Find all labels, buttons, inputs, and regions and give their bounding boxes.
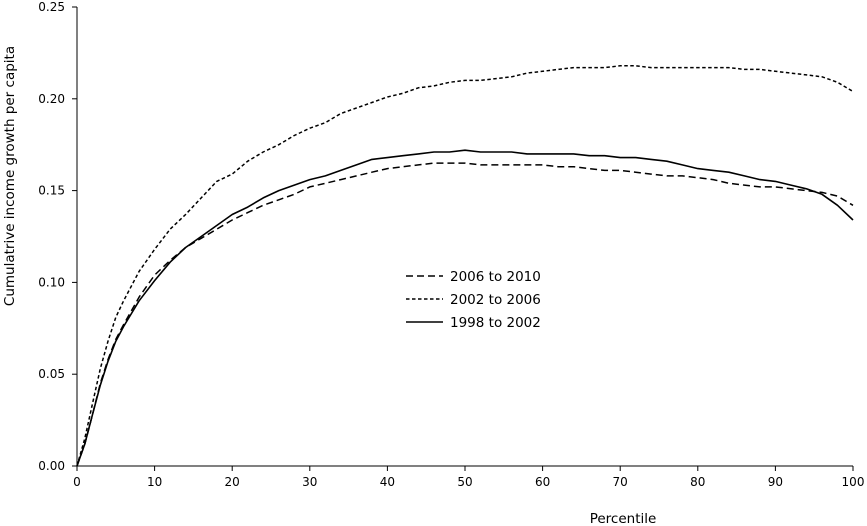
axes [76,7,853,467]
series-line-1 [76,162,854,467]
x-axis-ticks: 0 10 20 30 40 50 60 70 80 90 100 [73,466,864,489]
x-tick-label: 50 [457,475,472,489]
x-tick-label: 40 [380,475,395,489]
x-tick-label: 80 [690,475,705,489]
series-line-2 [76,65,854,467]
x-tick-label: 10 [147,475,162,489]
x-tick-label: 100 [842,475,865,489]
y-axis-ticks: 0.00 0.05 0.10 0.15 0.20 0.25 [38,0,77,473]
x-tick-label: 30 [302,475,317,489]
legend: 2006 to 2010 2002 to 2006 1998 to 2002 [406,269,541,331]
x-tick-label: 90 [768,475,783,489]
y-tick-label: 0.20 [38,92,65,106]
y-tick-label: 0.00 [38,459,65,473]
x-axis-title: Percentile [590,511,657,526]
y-tick-label: 0.25 [38,0,65,14]
x-tick-label: 70 [613,475,628,489]
x-tick-label: 60 [535,475,550,489]
y-tick-label: 0.15 [38,184,65,198]
y-tick-label: 0.10 [38,275,65,289]
x-tick-label: 20 [225,475,240,489]
legend-label-3: 1998 to 2002 [450,315,541,331]
x-tick-label: 0 [73,475,81,489]
series-layer [76,65,854,467]
legend-label-2: 2002 to 2006 [450,292,541,308]
legend-label-1: 2006 to 2010 [450,269,541,285]
y-axis-title: Cumulatrive income growth per capita [2,46,18,306]
y-tick-label: 0.05 [38,367,65,381]
series-line-3 [76,149,854,467]
